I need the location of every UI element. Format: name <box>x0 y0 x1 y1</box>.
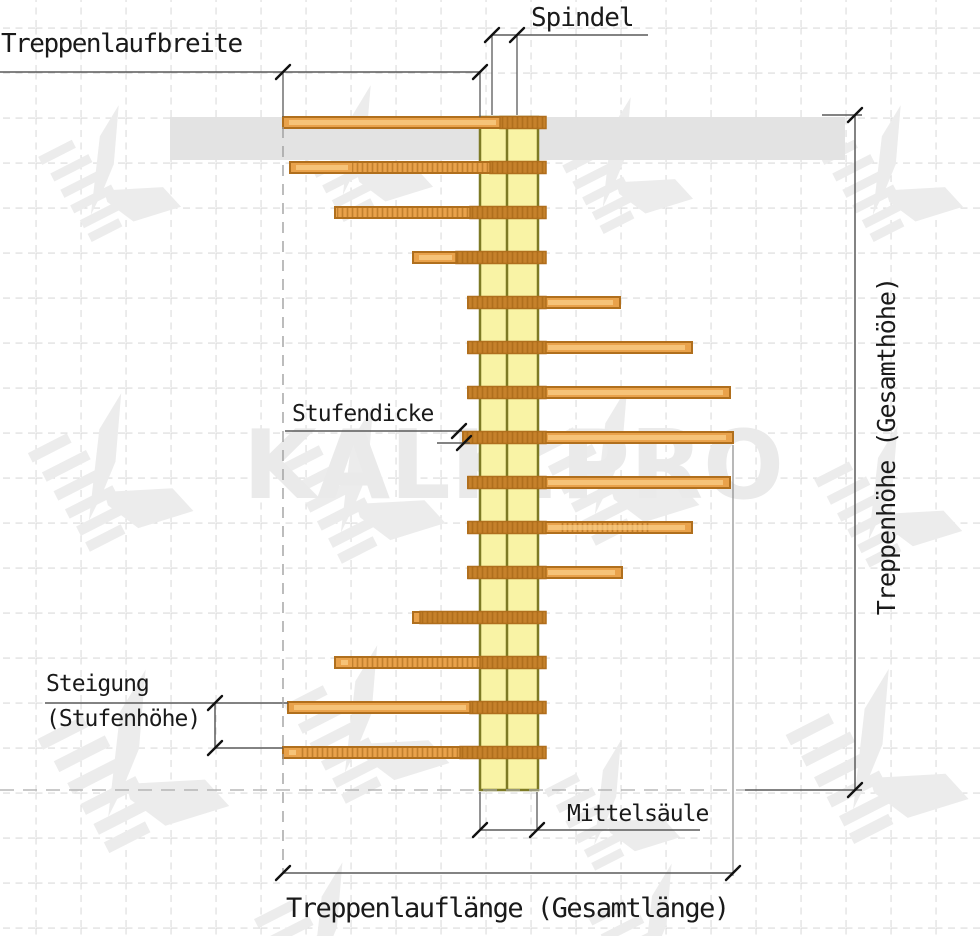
step <box>460 747 546 758</box>
step <box>296 165 348 170</box>
step <box>468 387 546 398</box>
step <box>548 390 723 395</box>
step <box>419 255 452 260</box>
step <box>420 612 546 623</box>
step <box>468 522 546 533</box>
dimension-steigung <box>45 702 288 749</box>
label-mittelsaeule: Mittelsäule <box>567 801 709 827</box>
label-treppenlaufbreite: Treppenlaufbreite <box>1 29 243 59</box>
step <box>341 660 348 665</box>
label-steigung-line1: Steigung <box>46 671 150 697</box>
annotations <box>0 26 864 882</box>
step <box>480 657 546 668</box>
step <box>548 435 726 440</box>
step <box>548 525 685 530</box>
step <box>468 567 546 578</box>
step <box>289 120 496 125</box>
label-steigung: Steigung (Stufenhöhe) <box>46 667 201 737</box>
label-steigung-line2: (Stufenhöhe) <box>46 706 201 732</box>
dimension-treppenlaufbreite <box>0 71 481 117</box>
step <box>548 570 615 575</box>
steps-layer <box>282 115 734 760</box>
label-stufendicke: Stufendicke <box>292 401 434 427</box>
step <box>352 658 480 667</box>
floor-slab-right <box>538 117 845 160</box>
step <box>500 117 546 128</box>
step <box>470 702 546 713</box>
dimension-treppenlauflaenge <box>283 445 734 876</box>
step <box>352 163 490 172</box>
label-spindel: Spindel <box>531 3 635 33</box>
step <box>548 345 685 350</box>
step <box>463 432 546 443</box>
step <box>289 750 296 755</box>
step <box>337 208 470 217</box>
step <box>300 748 460 757</box>
step <box>490 162 546 173</box>
step <box>294 705 466 710</box>
step <box>468 297 546 308</box>
step <box>548 300 613 305</box>
step <box>548 480 723 485</box>
dimension-mittelsaeule <box>479 792 700 831</box>
label-treppenlauflaenge: Treppenlauflänge (Gesamtlänge) <box>286 893 730 924</box>
center-column <box>478 115 540 792</box>
step <box>468 477 546 488</box>
step <box>468 342 546 353</box>
step <box>470 207 546 218</box>
label-treppenhoehe: Treppenhöhe (Gesamthöhe) <box>872 278 901 616</box>
step <box>456 252 546 263</box>
